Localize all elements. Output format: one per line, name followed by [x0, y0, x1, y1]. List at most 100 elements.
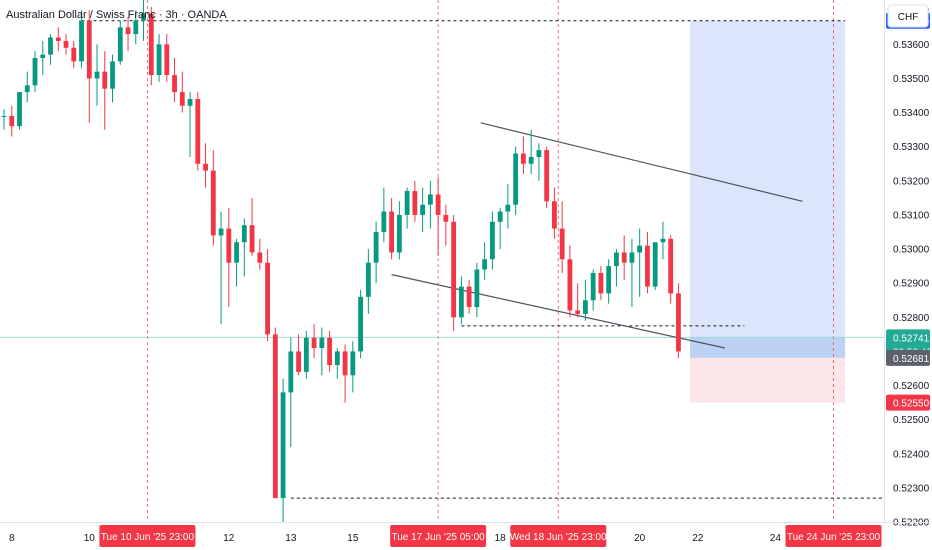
x-tick-label: 18	[495, 533, 507, 544]
candle-body	[32, 58, 38, 86]
candle	[234, 238, 239, 287]
candle-body	[296, 351, 301, 372]
candle-body	[598, 272, 604, 294]
candle-body	[102, 71, 108, 89]
candle-body	[148, 13, 154, 76]
candle-body	[513, 153, 519, 205]
time-marker-tag-bg	[785, 525, 882, 547]
candle	[505, 184, 511, 229]
candle-body	[505, 204, 511, 212]
candle	[466, 279, 472, 314]
candle	[412, 180, 418, 222]
y-tick-label: 0.52400	[893, 449, 930, 460]
time-marker-label: Tue 17 Jun '25 05:00	[391, 532, 485, 543]
candle	[17, 92, 22, 130]
candle-body	[187, 98, 193, 106]
candle	[102, 51, 108, 130]
lower-trendline[interactable]	[391, 274, 726, 349]
candle	[598, 266, 604, 301]
candle-body	[528, 156, 534, 164]
candle-body	[660, 238, 666, 243]
candle	[110, 54, 115, 103]
candle	[187, 92, 193, 157]
candle-body	[629, 252, 635, 263]
candle-body	[489, 221, 495, 260]
candle-body	[265, 262, 270, 335]
candle	[559, 201, 565, 273]
candle-body	[218, 228, 224, 236]
candle-body	[226, 228, 232, 263]
candle	[179, 71, 185, 113]
candle	[567, 245, 573, 318]
time-marker-tag: Tue 17 Jun '25 05:00	[390, 525, 487, 547]
candle-body	[373, 232, 379, 263]
candle	[629, 238, 635, 308]
candle-body	[9, 116, 15, 127]
target-zone	[690, 20, 846, 338]
candle-body	[552, 201, 557, 229]
candle	[210, 150, 216, 246]
candle-body	[342, 351, 348, 376]
candle	[544, 146, 550, 209]
candle	[303, 330, 309, 379]
candle	[71, 40, 77, 69]
candle-body	[1, 116, 7, 117]
candle	[94, 44, 100, 106]
candle	[443, 204, 449, 246]
y-tick-label: 0.52600	[893, 381, 930, 392]
candle-body	[55, 37, 61, 41]
stop-price-tag-bg	[886, 394, 930, 411]
candle	[520, 136, 526, 174]
upper-trendline[interactable]	[480, 122, 803, 202]
candle	[583, 279, 588, 321]
candle	[350, 341, 356, 393]
candle-body	[358, 296, 364, 352]
candle	[497, 208, 503, 250]
candle-body	[334, 351, 340, 366]
candle	[668, 235, 674, 304]
y-tick-label: 0.52900	[893, 279, 930, 290]
time-marker-label: Wed 18 Jun '25 23:00	[510, 532, 607, 543]
time-marker-tag: Tue 10 Jun '25 23:00	[99, 525, 196, 547]
candle-body	[583, 300, 588, 314]
candle	[435, 177, 441, 256]
candle	[334, 348, 340, 379]
candle	[645, 232, 650, 294]
candle	[319, 327, 325, 376]
candle	[9, 105, 15, 137]
candle	[358, 290, 364, 359]
candle	[203, 143, 208, 188]
time-marker-tag: Wed 18 Jun '25 23:00	[510, 525, 607, 547]
candle	[40, 40, 46, 76]
candle	[24, 71, 30, 103]
candle	[265, 249, 270, 342]
candle-body	[676, 293, 681, 352]
candle	[117, 20, 123, 65]
candle	[536, 143, 542, 181]
candle	[676, 283, 681, 359]
x-tick-label: 13	[285, 533, 297, 544]
candle	[272, 327, 278, 499]
current-price-tag-label: 0.52741	[893, 333, 930, 344]
candle-body	[327, 337, 332, 366]
candle-body	[544, 150, 550, 202]
candle	[86, 10, 92, 123]
candle	[280, 378, 286, 522]
candle	[141, 0, 146, 41]
candle	[79, 10, 84, 69]
candle	[489, 211, 495, 270]
candle	[404, 187, 410, 229]
candle-body	[79, 20, 84, 62]
entry-price-tag: 0.52681	[886, 349, 930, 366]
candle-body	[195, 98, 201, 164]
candle-body	[365, 262, 371, 297]
y-tick-label: 0.53100	[893, 210, 930, 221]
currency-label: CHF	[898, 12, 919, 23]
candle	[575, 283, 581, 318]
candle	[296, 334, 301, 376]
candle-body	[443, 214, 449, 222]
candle	[327, 330, 332, 372]
candle	[365, 249, 371, 314]
currency-button[interactable]	[887, 4, 929, 28]
